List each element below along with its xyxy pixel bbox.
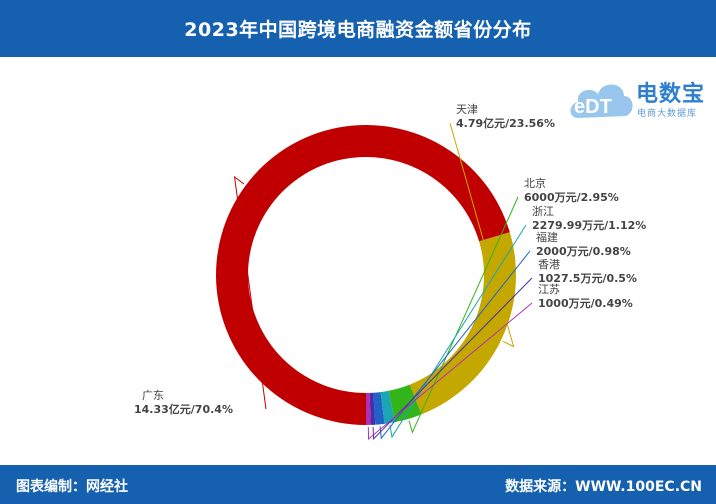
- footer-bar: 图表编制：网经社 数据来源：WWW.100EC.CN: [0, 465, 716, 504]
- slice-label-name-0: 广东: [142, 389, 164, 402]
- slice-label-value-1: 4.79亿元/23.56%: [456, 116, 555, 130]
- logo-mark: eDT: [574, 96, 612, 118]
- leader-line-5: [372, 277, 533, 440]
- slice-label-name-3: 浙江: [532, 205, 554, 218]
- leader-lines: [233, 122, 533, 441]
- logo-name: 电数宝: [636, 82, 706, 107]
- footer-editor: 图表编制：网经社: [16, 479, 128, 495]
- donut-slice-3[interactable]: [380, 390, 395, 424]
- donut-slices: [215, 125, 516, 426]
- slice-label-name-5: 香港: [538, 258, 560, 271]
- leader-line-1: [449, 122, 515, 348]
- slice-label-name-6: 江苏: [538, 283, 560, 296]
- leader-line-3: [389, 224, 527, 439]
- leader-line-0: [233, 175, 267, 410]
- donut-slice-6[interactable]: [366, 392, 371, 425]
- leader-line-4: [379, 250, 531, 440]
- slice-label-value-6: 1000万元/0.49%: [538, 297, 633, 310]
- leader-line-2: [408, 196, 519, 434]
- donut-slice-5[interactable]: [369, 392, 376, 425]
- cloud-logo-icon: eDT: [570, 84, 633, 118]
- slice-label-name-2: 北京: [524, 176, 546, 190]
- donut-slice-1[interactable]: [409, 232, 516, 415]
- slice-label-name-4: 福建: [536, 230, 558, 244]
- chart-title: 2023年中国跨境电商融资金额省份分布: [0, 0, 716, 57]
- slice-label-value-2: 6000万元/2.95%: [524, 191, 619, 204]
- slice-label-value-0: 14.33亿元/70.4%: [134, 402, 233, 416]
- footer-source: 数据来源：WWW.100EC.CN: [505, 479, 702, 495]
- slice-label-value-5: 1027.5万元/0.5%: [538, 272, 637, 285]
- slice-label-value-3: 2279.99万元/1.12%: [532, 219, 646, 232]
- slice-label-value-4: 2000万元/0.98%: [536, 245, 631, 258]
- leader-line-6: [367, 302, 533, 441]
- donut-slice-2[interactable]: [388, 384, 422, 423]
- logo-tagline: 电商大数据库: [637, 109, 698, 119]
- slice-label-name-1: 天津: [456, 103, 478, 116]
- donut-slice-4[interactable]: [373, 392, 385, 425]
